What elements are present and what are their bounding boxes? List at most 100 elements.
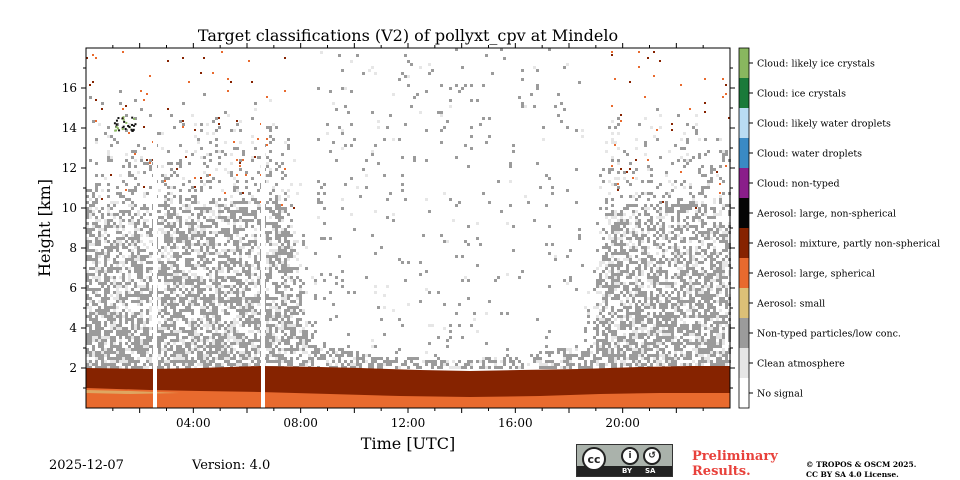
noise-cell — [341, 207, 344, 210]
noise-cell — [194, 198, 197, 201]
noise-cell — [86, 366, 89, 369]
noise-cell — [275, 297, 278, 300]
noise-cell — [215, 225, 218, 228]
noise-cell — [200, 222, 203, 225]
noise-cell — [266, 255, 269, 258]
noise-cell — [191, 342, 194, 345]
noise-cell — [371, 153, 374, 156]
noise-cell — [239, 339, 242, 342]
noise-cell — [380, 318, 383, 321]
noise-cell — [173, 126, 176, 129]
noise-cell — [551, 360, 554, 363]
noise-cell — [518, 96, 521, 99]
noise-cell — [620, 282, 623, 285]
noise-cell — [215, 204, 218, 207]
noise-cell — [272, 336, 275, 339]
noise-cell — [290, 312, 293, 315]
noise-cell — [665, 210, 668, 213]
noise-cell — [170, 303, 173, 306]
aerosol-speckle — [632, 177, 634, 179]
noise-cell — [122, 279, 125, 282]
noise-cell — [95, 351, 98, 354]
noise-cell — [248, 267, 251, 270]
noise-cell — [350, 366, 353, 369]
noise-cell — [146, 357, 149, 360]
noise-cell — [377, 306, 380, 309]
noise-cell — [200, 333, 203, 336]
noise-cell — [209, 231, 212, 234]
noise-cell — [698, 246, 701, 249]
noise-cell — [605, 255, 608, 258]
noise-cell — [194, 276, 197, 279]
noise-cell — [278, 285, 281, 288]
noise-cell — [467, 225, 470, 228]
noise-cell — [308, 357, 311, 360]
noise-cell — [680, 147, 683, 150]
noise-cell — [668, 210, 671, 213]
noise-cell — [389, 363, 392, 366]
noise-cell — [305, 246, 308, 249]
noise-cell — [299, 294, 302, 297]
noise-cell — [611, 240, 614, 243]
noise-cell — [212, 351, 215, 354]
noise-cell — [707, 351, 710, 354]
noise-cell — [215, 243, 218, 246]
noise-cell — [89, 267, 92, 270]
noise-cell — [245, 186, 248, 189]
noise-cell — [713, 306, 716, 309]
noise-cell — [689, 294, 692, 297]
noise-cell — [272, 333, 275, 336]
noise-cell — [230, 321, 233, 324]
noise-cell — [461, 366, 464, 369]
noise-cell — [710, 333, 713, 336]
noise-cell — [134, 177, 137, 180]
noise-cell — [233, 249, 236, 252]
noise-cell — [218, 282, 221, 285]
noise-cell — [227, 327, 230, 330]
noise-cell — [695, 252, 698, 255]
noise-cell — [287, 336, 290, 339]
noise-cell — [179, 201, 182, 204]
noise-cell — [392, 93, 395, 96]
noise-cell — [644, 252, 647, 255]
noise-cell — [137, 267, 140, 270]
noise-cell — [125, 210, 128, 213]
noise-cell — [617, 237, 620, 240]
noise-cell — [230, 249, 233, 252]
noise-cell — [98, 279, 101, 282]
noise-cell — [98, 255, 101, 258]
noise-cell — [698, 282, 701, 285]
noise-cell — [206, 237, 209, 240]
noise-cell — [161, 261, 164, 264]
noise-cell — [416, 363, 419, 366]
noise-cell — [125, 366, 128, 369]
noise-cell — [254, 294, 257, 297]
noise-cell — [707, 288, 710, 291]
noise-cell — [656, 330, 659, 333]
noise-cell — [95, 291, 98, 294]
noise-cell — [191, 234, 194, 237]
noise-cell — [218, 327, 221, 330]
noise-cell — [653, 312, 656, 315]
noise-cell — [374, 144, 377, 147]
noise-cell — [173, 270, 176, 273]
noise-cell — [179, 165, 182, 168]
noise-cell — [611, 321, 614, 324]
noise-cell — [704, 315, 707, 318]
noise-cell — [125, 234, 128, 237]
noise-cell — [686, 354, 689, 357]
noise-cell — [179, 297, 182, 300]
noise-cell — [191, 243, 194, 246]
noise-cell — [713, 213, 716, 216]
noise-cell — [143, 351, 146, 354]
noise-cell — [107, 195, 110, 198]
noise-cell — [671, 336, 674, 339]
noise-cell — [107, 270, 110, 273]
noise-cell — [131, 192, 134, 195]
noise-cell — [194, 279, 197, 282]
noise-cell — [158, 297, 161, 300]
noise-cell — [122, 234, 125, 237]
noise-cell — [635, 267, 638, 270]
aerosol-speckle — [194, 129, 196, 131]
noise-cell — [266, 324, 269, 327]
